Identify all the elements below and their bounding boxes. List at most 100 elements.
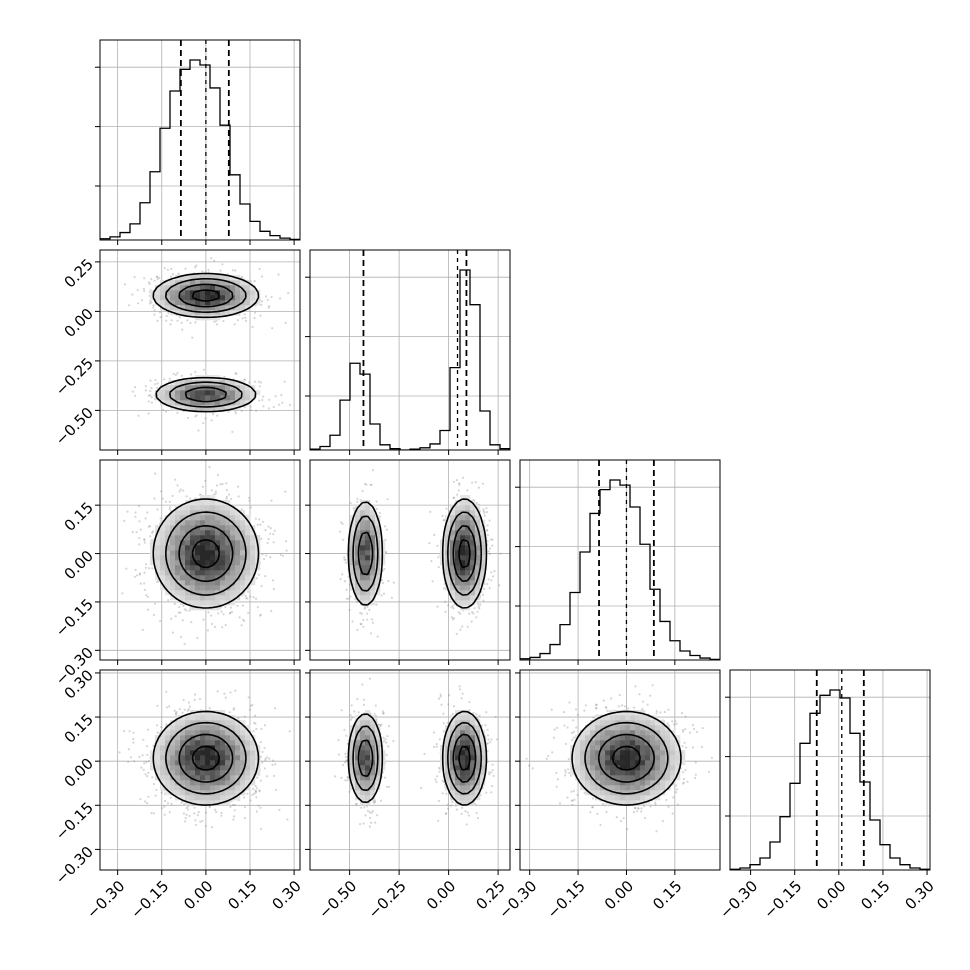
density-cell: [220, 305, 226, 311]
scatter-point: [485, 510, 488, 514]
density-cell: [185, 295, 191, 301]
scatter-point: [392, 581, 395, 584]
scatter-point: [278, 403, 281, 406]
scatter-point: [135, 531, 138, 534]
scatter-point: [180, 321, 183, 324]
density-cell: [200, 595, 206, 601]
scatter-point: [133, 276, 136, 279]
density-cell: [195, 400, 201, 406]
scatter-point: [360, 612, 363, 615]
scatter-point: [224, 624, 227, 627]
scatter-point: [485, 529, 488, 532]
scatter-point: [137, 302, 140, 305]
density-cell: [240, 285, 246, 291]
density-cell: [235, 390, 241, 396]
scatter-point: [383, 568, 386, 571]
scatter-point: [284, 490, 287, 493]
scatter-point: [258, 267, 261, 271]
panel-frame-2-0: [99, 459, 301, 661]
density-cell: [190, 285, 196, 291]
density-cell: [160, 550, 166, 556]
scatter-point: [160, 490, 163, 493]
scatter-point: [260, 537, 263, 541]
contour-line: [178, 283, 234, 403]
scatter-point: [143, 277, 146, 280]
density-cell: [225, 515, 231, 521]
density-cell: [225, 275, 231, 281]
density-cell: [165, 570, 171, 576]
density-cell: [215, 555, 221, 561]
scatter-point: [224, 605, 227, 609]
scatter-point: [338, 530, 342, 533]
scatter-point: [260, 585, 263, 588]
density-cell: [210, 565, 216, 571]
density-cell: [230, 300, 236, 306]
density-cell: [190, 545, 196, 551]
scatter-point: [471, 611, 474, 614]
density-cell: [195, 310, 201, 316]
scatter-point: [477, 605, 480, 608]
density-cell: [200, 525, 206, 531]
density-cell: [235, 280, 241, 286]
scatter-point: [136, 289, 139, 292]
density-cell: [190, 580, 196, 586]
scatter-point: [214, 492, 217, 495]
density-cell: [205, 495, 211, 501]
scatter-point: [488, 519, 491, 522]
scatter-point: [137, 414, 140, 417]
scatter-point: [442, 587, 445, 590]
scatter-point: [359, 622, 362, 626]
scatter-point: [183, 643, 186, 646]
scatter-point: [138, 504, 141, 508]
density-cell: [225, 540, 231, 546]
density-cell: [190, 540, 196, 546]
scatter-point: [272, 579, 275, 582]
scatter-point: [475, 502, 478, 505]
density-cell: [240, 540, 246, 546]
density-cell: [215, 520, 221, 526]
scatter-point: [174, 373, 177, 376]
scatter-point: [182, 604, 185, 608]
density-cell: [160, 540, 166, 546]
scatter-point: [264, 295, 268, 298]
scatter-point: [194, 370, 197, 374]
scatter-point: [452, 496, 455, 500]
density-cell: [200, 560, 206, 566]
density-cell: [250, 300, 256, 306]
scatter-point: [221, 626, 224, 629]
scatter-point: [390, 596, 393, 599]
scatter-point: [486, 524, 489, 527]
density-cell: [210, 285, 216, 291]
density-cell: [155, 555, 161, 561]
density-cell: [235, 395, 241, 401]
density-cell: [240, 385, 246, 391]
density-cell: [230, 285, 236, 291]
scatter-point: [360, 623, 363, 626]
density-cell: [180, 545, 186, 551]
scatter-point: [363, 607, 366, 610]
density-cell: [210, 515, 216, 521]
density-cell: [215, 585, 221, 591]
scatter-point: [131, 390, 134, 393]
density-cell: [165, 575, 171, 581]
density-cell: [200, 535, 206, 541]
density-cell: [215, 600, 221, 606]
density-cell: [220, 570, 226, 576]
density-cell: [175, 290, 181, 296]
scatter-point: [376, 635, 379, 638]
scatter-point: [174, 478, 177, 481]
density-cell: [190, 395, 196, 401]
scatter-point: [453, 496, 456, 499]
scatter-point: [471, 481, 474, 484]
scatter-point: [228, 612, 232, 615]
density-cell: [200, 575, 206, 581]
density-cell: [160, 545, 166, 551]
scatter-point: [441, 514, 444, 518]
scatter-point: [225, 497, 228, 500]
density-cell: [190, 570, 196, 576]
density-cell: [215, 510, 221, 516]
scatter-point: [194, 497, 197, 500]
density-cell: [160, 560, 166, 566]
scatter-point: [144, 517, 147, 520]
density-cell: [235, 590, 241, 596]
